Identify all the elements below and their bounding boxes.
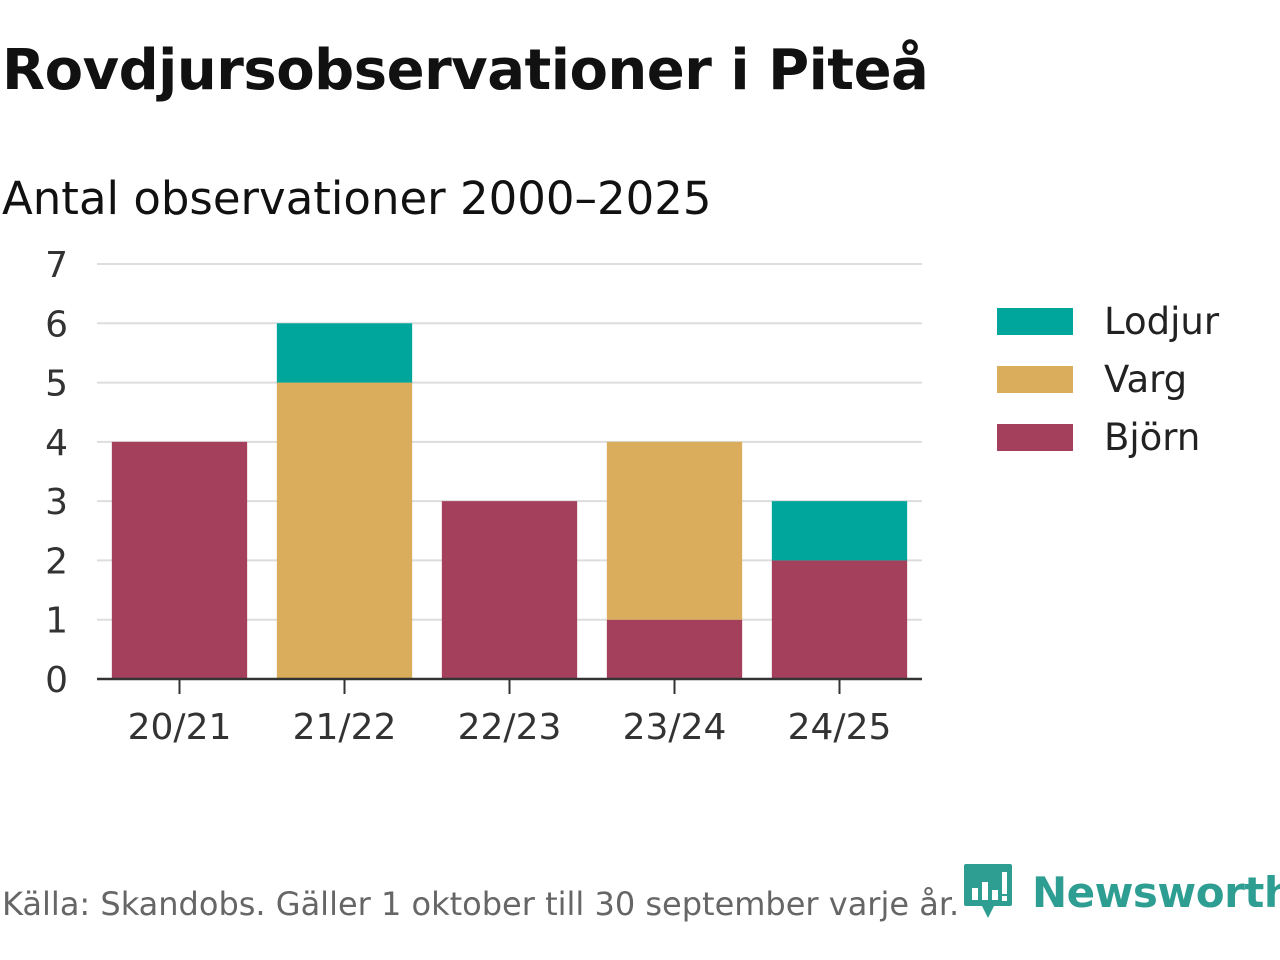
bar-segment-björn-20-21[interactable]	[111, 441, 248, 679]
y-tick-label: 1	[45, 601, 68, 642]
x-tick-label: 24/25	[788, 707, 892, 748]
chart-title: Rovdjursobservationer i Piteå	[2, 38, 929, 103]
y-tick-label: 3	[45, 482, 68, 523]
x-tick-label: 20/21	[128, 707, 232, 748]
source-note: Källa: Skandobs. Gäller 1 oktober till 3…	[2, 885, 960, 923]
brand-name: Newsworthy	[1032, 867, 1280, 917]
y-tick-label: 6	[45, 304, 68, 345]
legend-swatch-varg	[997, 366, 1073, 393]
legend: Lodjur Varg Björn	[997, 300, 1220, 459]
bar-segment-björn-22-23[interactable]	[441, 501, 578, 679]
bar-segment-lodjur-21-22[interactable]	[276, 323, 413, 383]
x-tick-label: 22/23	[458, 707, 562, 748]
x-tick-label: 21/22	[293, 707, 397, 748]
y-tick-label: 0	[45, 660, 68, 701]
bar-segment-varg-23-24[interactable]	[606, 441, 743, 620]
axes: 0 1 2 3 4 5 6 7 20/21 21/22 22/23 23/24 24/25	[45, 245, 922, 748]
bar-segment-lodjur-24-25[interactable]	[771, 501, 908, 561]
legend-label-björn[interactable]: Björn	[1104, 416, 1200, 459]
y-tick-label: 7	[45, 245, 68, 286]
legend-swatch-lodjur	[997, 308, 1073, 335]
legend-label-varg[interactable]: Varg	[1104, 358, 1187, 401]
bars	[111, 323, 908, 679]
bar-segment-björn-24-25[interactable]	[771, 560, 908, 679]
y-tick-label: 5	[45, 364, 68, 405]
bar-segment-björn-23-24[interactable]	[606, 619, 743, 679]
y-tick-label: 4	[45, 423, 68, 464]
legend-label-lodjur[interactable]: Lodjur	[1104, 300, 1220, 343]
x-tick-label: 23/24	[623, 707, 727, 748]
stacked-bar-chart: 0 1 2 3 4 5 6 7 20/21 21/22 22/23 23/24 24/25 Lodjur…	[45, 245, 1220, 748]
newsworthy-logo-icon	[964, 864, 1012, 918]
brand-logo[interactable]: Newsworthy	[962, 862, 1280, 922]
chart-subtitle: Antal observationer 2000–2025	[2, 172, 712, 225]
bar-segment-varg-21-22[interactable]	[276, 382, 413, 679]
y-tick-label: 2	[45, 541, 68, 582]
legend-swatch-björn	[997, 424, 1073, 451]
